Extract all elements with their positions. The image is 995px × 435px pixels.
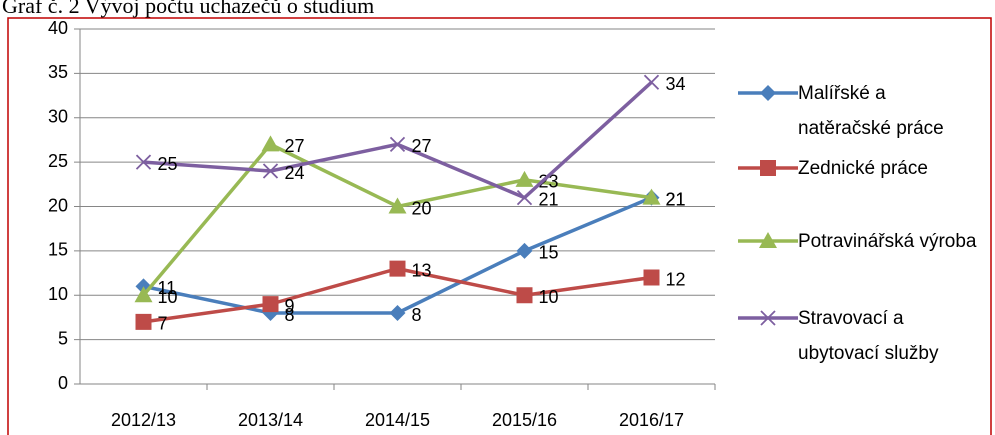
y-tick-label: 5: [58, 328, 68, 348]
marker: [643, 74, 660, 90]
x-tick-label: 2012/13: [111, 410, 176, 430]
series: [135, 260, 660, 330]
marker: [261, 135, 280, 152]
data-label: 20: [412, 198, 432, 218]
data-label: 21: [666, 189, 686, 209]
marker: [760, 85, 776, 101]
data-label: 9: [285, 296, 295, 316]
marker: [389, 305, 406, 321]
series: [135, 189, 660, 321]
marker: [135, 154, 152, 170]
chart-border: [7, 17, 992, 435]
y-tick-label: 25: [48, 151, 68, 171]
y-tick-label: 35: [48, 62, 68, 82]
y-tick-label: 10: [48, 284, 68, 304]
data-label: 21: [539, 189, 559, 209]
legend-label: Potravinářská výroba: [798, 231, 977, 252]
data-label: 8: [412, 305, 422, 325]
legend-label: Zednické práce: [798, 158, 928, 179]
data-label: 11: [158, 278, 177, 298]
marker: [515, 170, 534, 187]
data-label: 7: [158, 314, 168, 334]
marker: [516, 242, 533, 259]
marker: [389, 136, 406, 153]
marker: [135, 313, 152, 330]
marker: [389, 260, 406, 277]
data-label: 34: [666, 74, 686, 94]
y-tick-label: 20: [48, 195, 68, 215]
data-label: 21: [666, 189, 686, 209]
legend-label: Malířské a natěračské práce: [798, 83, 944, 139]
x-tick-label: 2013/14: [238, 410, 303, 430]
x-tick-label: 2016/17: [619, 410, 684, 430]
x-tick-label: 2014/15: [365, 410, 430, 430]
marker: [262, 163, 279, 179]
chart-title: Graf č. 2 Vývoj počtu uchazečů o studium: [2, 0, 374, 18]
marker: [516, 287, 533, 304]
data-label: 27: [285, 136, 305, 156]
data-label: 24: [285, 163, 305, 183]
marker: [760, 310, 776, 326]
data-label: 13: [412, 260, 432, 280]
data-label: 15: [539, 243, 559, 263]
marker: [134, 286, 153, 303]
series-line: [143, 80, 653, 200]
marker: [388, 197, 407, 214]
data-label: 8: [285, 305, 295, 325]
data-label: 25: [158, 154, 178, 174]
y-tick-label: 15: [48, 240, 68, 260]
data-label: 23: [539, 172, 559, 192]
series: [134, 135, 661, 303]
marker: [262, 296, 279, 313]
data-label: 27: [412, 136, 432, 156]
marker: [642, 188, 661, 205]
y-tick-label: 0: [58, 373, 68, 393]
series: [135, 74, 660, 206]
marker: [760, 160, 776, 176]
data-label: 10: [539, 287, 559, 307]
data-label: 10: [158, 287, 178, 307]
marker: [759, 232, 777, 248]
marker: [643, 269, 660, 286]
y-tick-label: 30: [48, 107, 68, 127]
data-label: 12: [666, 269, 686, 289]
marker: [516, 189, 533, 206]
x-tick-label: 2015/16: [492, 410, 557, 430]
legend-label: Stravovací a ubytovací služby: [798, 308, 939, 364]
y-tick-label: 40: [48, 18, 68, 38]
